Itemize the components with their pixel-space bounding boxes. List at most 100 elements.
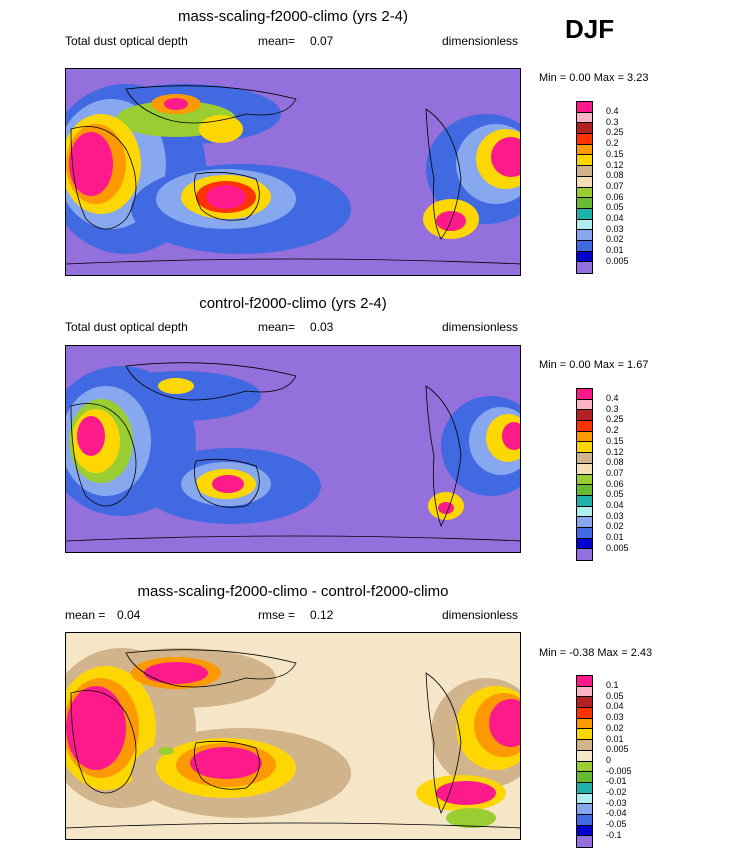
colorbar-tick-label: 0.02 xyxy=(606,234,624,245)
colorbar-tick-label: 0.03 xyxy=(606,510,624,521)
panel-1-title: mass-scaling-f2000-climo (yrs 2-4) xyxy=(177,8,409,25)
colorbar-swatch xyxy=(577,240,592,252)
colorbar-swatch xyxy=(577,772,592,783)
colorbar-swatch xyxy=(577,825,592,837)
colorbar-swatch xyxy=(577,527,592,539)
colorbar-tick-label: 0 xyxy=(606,754,612,765)
season-label: DJF xyxy=(565,14,615,44)
panel-3-rmse-value: 0.12 xyxy=(310,608,334,622)
colorbar-tick-label: 0.03 xyxy=(606,223,624,234)
colorbar-swatch xyxy=(577,474,592,486)
colorbar-swatch xyxy=(577,463,592,475)
colorbar-swatch xyxy=(577,686,592,698)
colorbar-tick-label: 0.01 xyxy=(606,245,624,256)
colorbar-swatch xyxy=(577,442,592,454)
panel-3-minmax: Min = -0.38 Max = 2.43 xyxy=(539,647,653,659)
colorbar-swatch xyxy=(577,208,592,220)
colorbar-swatch xyxy=(577,804,592,815)
colorbar-tick-label: 0.15 xyxy=(606,435,624,446)
colorbar-swatch xyxy=(577,112,592,124)
colorbar-tick-label: -0.005 xyxy=(606,765,632,776)
colorbar-swatch xyxy=(577,155,592,167)
panel-3-mean-value: 0.04 xyxy=(117,608,141,622)
colorbar-swatch xyxy=(577,761,592,773)
colorbar-tick-label: 0.05 xyxy=(606,690,624,701)
colorbar-tick-label: 0.005 xyxy=(606,744,629,755)
colorbar-swatch xyxy=(577,166,592,177)
colorbar-tick-label: -0.1 xyxy=(606,829,622,840)
colorbar-swatch xyxy=(577,399,592,411)
panel-3-units: dimensionless xyxy=(442,608,519,622)
colorbar-swatch xyxy=(577,506,592,518)
colorbar-swatch xyxy=(577,495,592,507)
panel-3-title: mass-scaling-f2000-climo - control-f2000… xyxy=(137,583,449,600)
colorbar-swatch xyxy=(577,262,592,273)
colorbar-swatch xyxy=(577,134,592,145)
panel-1-variable-label: Total dust optical depth xyxy=(65,34,188,48)
panel-2-mean-label: mean= xyxy=(258,320,296,334)
colorbar-swatch xyxy=(577,187,592,199)
colorbar-tick-label: 0.2 xyxy=(606,138,619,149)
colorbar-tick-label: 0.4 xyxy=(606,106,619,116)
colorbar-tick-label: 0.03 xyxy=(606,712,624,723)
colorbar-tick-label: -0.05 xyxy=(606,819,627,830)
colorbar-swatch xyxy=(577,750,592,762)
colorbar-swatch xyxy=(577,740,592,751)
colorbar-swatch xyxy=(577,708,592,719)
panel-2-colorbar-labels: 0.4 0.3 0.25 0.2 0.15 0.12 0.08 0.07 0.06 0.05 0.0… xyxy=(606,393,629,554)
colorbar-tick-label: 0.05 xyxy=(606,489,624,500)
colorbar-tick-label: 0.25 xyxy=(606,414,624,425)
colorbar-tick-label: 0.1 xyxy=(606,680,619,690)
colorbar-swatch xyxy=(577,219,592,231)
panel-1-mean-label: mean= xyxy=(258,34,296,48)
panel-3-colorbar-labels: 0.1 0.05 0.04 0.03 0.02 0.01 0.005 0 -0.005 -0.01… xyxy=(606,680,632,841)
colorbar-tick-label: 0.04 xyxy=(606,213,624,224)
panel-1-mean-value: 0.07 xyxy=(310,34,334,48)
panel-1-map xyxy=(65,68,521,276)
panel-2-map xyxy=(65,345,521,553)
colorbar-tick-label: 0.12 xyxy=(606,159,624,170)
panel-2-mean-value: 0.03 xyxy=(310,320,334,334)
colorbar-tick-label: 0.06 xyxy=(606,478,624,489)
colorbar-swatch xyxy=(577,251,592,263)
colorbar-swatch xyxy=(577,176,592,188)
panel-3-colorbar xyxy=(576,675,593,848)
panel-3-rmse-label: rmse = xyxy=(258,608,296,622)
colorbar-swatch xyxy=(577,782,592,794)
colorbar-swatch xyxy=(577,538,592,550)
colorbar-swatch xyxy=(577,123,592,135)
panel-1-units: dimensionless xyxy=(442,34,519,48)
panel-2-units: dimensionless xyxy=(442,320,519,334)
colorbar-tick-label: 0.2 xyxy=(606,425,619,436)
colorbar-tick-label: 0.08 xyxy=(606,457,624,468)
colorbar-tick-label: 0.01 xyxy=(606,532,624,543)
colorbar-swatch xyxy=(577,421,592,432)
colorbar-swatch xyxy=(577,144,592,156)
colorbar-swatch xyxy=(577,453,592,464)
colorbar-swatch xyxy=(577,102,592,113)
colorbar-tick-label: 0.12 xyxy=(606,446,624,457)
colorbar-tick-label: 0.01 xyxy=(606,733,624,744)
colorbar-tick-label: 0.02 xyxy=(606,722,624,733)
panel-1-minmax: Min = 0.00 Max = 3.23 xyxy=(539,72,649,84)
colorbar-swatch xyxy=(577,814,592,826)
colorbar-tick-label: -0.04 xyxy=(606,808,627,819)
colorbar-swatch xyxy=(577,431,592,443)
colorbar-swatch xyxy=(577,485,592,496)
colorbar-swatch xyxy=(577,836,592,847)
colorbar-tick-label: 0.02 xyxy=(606,521,624,532)
colorbar-tick-label: -0.01 xyxy=(606,776,627,787)
colorbar-tick-label: 0.25 xyxy=(606,127,624,138)
colorbar-tick-label: 0.07 xyxy=(606,467,624,478)
colorbar-swatch xyxy=(577,389,592,400)
panel-3-map xyxy=(65,632,521,840)
colorbar-tick-label: 0.3 xyxy=(606,403,619,414)
colorbar-tick-label: 0.05 xyxy=(606,202,624,213)
panel-2-minmax: Min = 0.00 Max = 1.67 xyxy=(539,359,649,371)
panel-2-variable-label: Total dust optical depth xyxy=(65,320,188,334)
colorbar-tick-label: 0.07 xyxy=(606,180,624,191)
colorbar-swatch xyxy=(577,517,592,528)
colorbar-tick-label: 0.15 xyxy=(606,148,624,159)
colorbar-tick-label: 0.3 xyxy=(606,116,619,127)
colorbar-tick-label: -0.03 xyxy=(606,797,627,808)
